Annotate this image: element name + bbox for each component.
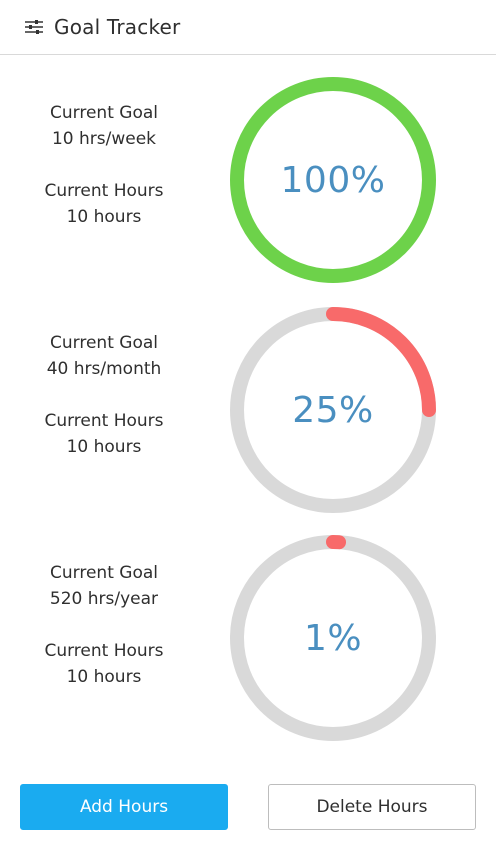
delete-hours-button[interactable]: Delete Hours [268, 784, 476, 830]
goal-value: 520 hrs/year [49, 589, 159, 609]
hours-label: Current Hours [44, 181, 164, 201]
progress-ring: 100% [227, 74, 439, 286]
goal-value: 10 hrs/week [51, 129, 157, 149]
goal-summary: Current Goal 10 hrs/week Current Hours 1… [14, 100, 194, 230]
goal-card: Current Goal 40 hrs/month Current Hours … [0, 300, 496, 520]
progress-percent: 1% [303, 617, 363, 659]
progress-percent: 25% [292, 389, 374, 431]
goal-card: Current Goal 10 hrs/week Current Hours 1… [0, 70, 496, 290]
goal-label: Current Goal [50, 333, 158, 353]
goal-summary: Current Goal 40 hrs/month Current Hours … [14, 330, 194, 460]
goal-summary: Current Goal 520 hrs/year Current Hours … [14, 560, 194, 690]
goal-value: 40 hrs/month [46, 359, 162, 379]
sliders-icon[interactable] [24, 19, 44, 35]
goal-label: Current Goal [50, 563, 158, 583]
goal-card: Current Goal 520 hrs/year Current Hours … [0, 530, 496, 750]
ring-track [230, 77, 436, 283]
hours-value: 10 hours [66, 437, 142, 457]
hours-label: Current Hours [44, 641, 164, 661]
app-header: Goal Tracker [0, 0, 496, 55]
progress-ring: 1% [227, 532, 439, 744]
page-title: Goal Tracker [54, 15, 181, 39]
hours-value: 10 hours [66, 207, 142, 227]
hours-value: 10 hours [66, 667, 142, 687]
add-hours-button[interactable]: Add Hours [20, 784, 228, 830]
goal-label: Current Goal [50, 103, 158, 123]
ring-progress-arc [326, 307, 436, 417]
progress-ring: 25% [227, 304, 439, 516]
hours-label: Current Hours [44, 411, 164, 431]
progress-percent: 100% [280, 159, 386, 201]
